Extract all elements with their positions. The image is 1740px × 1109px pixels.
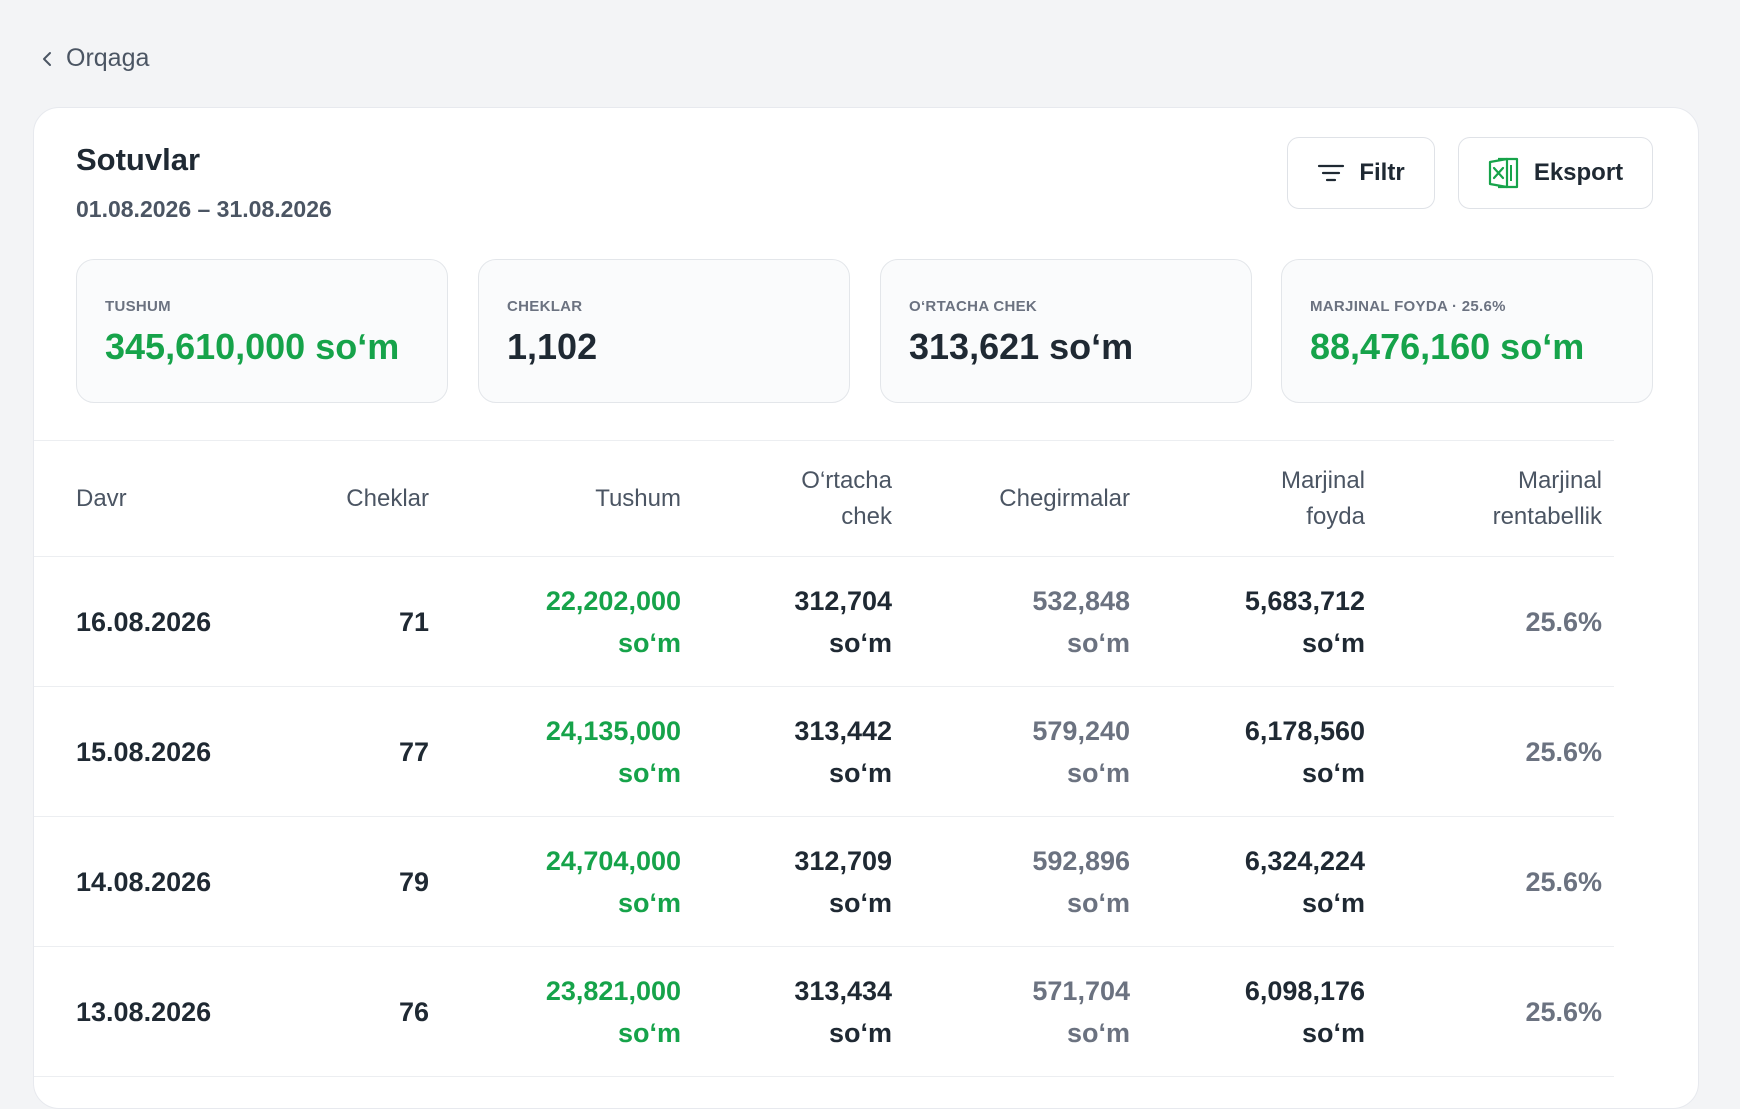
cell-discounts: 571,704 <box>1032 975 1130 1006</box>
stat-card-revenue: TUSHUM 345,610,000 soʻm <box>76 259 448 403</box>
cell-profitability: 25.6% <box>1525 606 1602 637</box>
stat-label: TUSHUM <box>105 298 171 315</box>
cell-currency: soʻm <box>1301 757 1365 788</box>
cell-average: 313,434 <box>794 975 892 1006</box>
cell-revenue: 24,135,000 <box>545 715 681 746</box>
stat-label: MARJINAL FOYDA · 25.6% <box>1310 298 1506 315</box>
stat-label: CHEKLAR <box>507 298 583 315</box>
cell-currency: soʻm <box>1301 1017 1365 1048</box>
cell-discounts: 532,848 <box>1032 585 1130 616</box>
sales-card: Sotuvlar 01.08.2026 – 31.08.2026 Filtr E… <box>33 107 1699 1109</box>
cell-currency: soʻm <box>1066 757 1130 788</box>
cell-margin: 6,098,176 <box>1244 975 1365 1006</box>
filter-button[interactable]: Filtr <box>1287 137 1435 209</box>
table-row[interactable]: 16.08.2026 71 22,202,000 soʻm 312,704 soʻm… <box>34 556 1614 686</box>
cell-margin: 6,324,224 <box>1244 845 1365 876</box>
header-text: O‘rtacha <box>801 466 892 494</box>
cell-profitability: 25.6% <box>1525 996 1602 1027</box>
cell-currency: soʻm <box>828 627 892 658</box>
cell-currency: soʻm <box>617 757 681 788</box>
header-text: foyda <box>1306 502 1365 530</box>
cell-margin: 6,178,560 <box>1244 715 1365 746</box>
cell-currency: soʻm <box>828 887 892 918</box>
chevron-left-icon <box>43 51 51 66</box>
cell-profitability: 25.6% <box>1525 866 1602 897</box>
cell-revenue: 24,704,000 <box>545 845 681 876</box>
cell-currency: soʻm <box>1066 887 1130 918</box>
stat-value: 313,621 soʻm <box>909 326 1134 367</box>
cell-date: 14.08.2026 <box>76 866 212 897</box>
header-text: Marjinal <box>1517 466 1602 494</box>
cell-currency: soʻm <box>1066 627 1130 658</box>
cell-average: 313,442 <box>794 715 892 746</box>
cell-currency: soʻm <box>617 627 681 658</box>
cell-profitability: 25.6% <box>1525 736 1602 767</box>
stat-value: 88,476,160 soʻm <box>1310 326 1585 367</box>
header-text: rentabellik <box>1492 502 1602 530</box>
col-header-revenue[interactable]: Tushum <box>461 441 681 556</box>
cell-revenue: 23,821,000 <box>545 975 681 1006</box>
cell-currency: soʻm <box>828 1017 892 1048</box>
stat-card-checks: CHEKLAR 1,102 <box>478 259 850 403</box>
cell-checks: 71 <box>398 606 429 637</box>
stat-card-margin: MARJINAL FOYDA · 25.6% 88,476,160 soʻm <box>1281 259 1653 403</box>
cell-date: 16.08.2026 <box>76 606 212 637</box>
cell-checks: 76 <box>398 996 429 1027</box>
cell-average: 312,709 <box>794 845 892 876</box>
cell-checks: 79 <box>398 866 429 897</box>
col-header-discounts[interactable]: Chegirmalar <box>930 441 1130 556</box>
cell-margin: 5,683,712 <box>1244 585 1365 616</box>
header-text: Marjinal <box>1280 466 1365 494</box>
table-row[interactable]: 13.08.2026 76 23,821,000 soʻm 313,434 soʻm… <box>34 946 1614 1076</box>
cell-currency: soʻm <box>1301 627 1365 658</box>
cell-currency: soʻm <box>617 1017 681 1048</box>
col-header-period[interactable]: Davr <box>76 441 276 556</box>
header-text: Chegirmalar <box>999 484 1130 512</box>
col-header-average-check[interactable]: O‘rtacha chek <box>712 441 892 556</box>
cell-average: 312,704 <box>794 585 892 616</box>
filter-lines-icon <box>1318 164 1345 182</box>
cell-currency: soʻm <box>617 887 681 918</box>
header-text: Davr <box>76 484 127 512</box>
table-row[interactable]: 15.08.2026 77 24,135,000 soʻm 313,442 soʻm… <box>34 686 1614 816</box>
cell-date: 15.08.2026 <box>76 736 212 767</box>
back-label: Orqaga <box>66 44 150 72</box>
stat-label: O‘RTACHA CHEK <box>909 298 1038 315</box>
header-text: Cheklar <box>346 484 429 512</box>
table-row-partial <box>34 1076 1614 1108</box>
cell-currency: soʻm <box>828 757 892 788</box>
date-range: 01.08.2026 – 31.08.2026 <box>76 196 332 222</box>
sales-table: Davr Cheklar Tushum O‘rtacha chek Chegir… <box>34 440 1614 1108</box>
back-link[interactable]: Orqaga <box>38 44 149 73</box>
cell-checks: 77 <box>398 736 429 767</box>
cell-currency: soʻm <box>1066 1017 1130 1048</box>
cell-date: 13.08.2026 <box>76 996 212 1027</box>
header-text: Tushum <box>595 484 681 512</box>
cell-discounts: 592,896 <box>1032 845 1130 876</box>
cell-revenue: 22,202,000 <box>545 585 681 616</box>
stat-card-average-check: O‘RTACHA CHEK 313,621 soʻm <box>880 259 1252 403</box>
table-row[interactable]: 14.08.2026 79 24,704,000 soʻm 312,709 soʻm… <box>34 816 1614 946</box>
stat-value: 1,102 <box>507 326 598 367</box>
col-header-checks[interactable]: Cheklar <box>289 441 429 556</box>
col-header-margin[interactable]: Marjinal foyda <box>1165 441 1365 556</box>
page-title: Sotuvlar <box>76 142 201 177</box>
cell-discounts: 579,240 <box>1032 715 1130 746</box>
col-header-profitability[interactable]: Marjinal rentabellik <box>1382 441 1602 556</box>
table-header: Davr Cheklar Tushum O‘rtacha chek Chegir… <box>34 440 1614 556</box>
cell-currency: soʻm <box>1301 887 1365 918</box>
export-button[interactable]: Eksport <box>1458 137 1653 209</box>
header-text: chek <box>841 502 892 530</box>
export-label: Eksport <box>1533 159 1624 186</box>
excel-icon <box>1488 157 1518 189</box>
filter-label: Filtr <box>1359 159 1405 186</box>
stat-value: 345,610,000 soʻm <box>105 326 400 367</box>
